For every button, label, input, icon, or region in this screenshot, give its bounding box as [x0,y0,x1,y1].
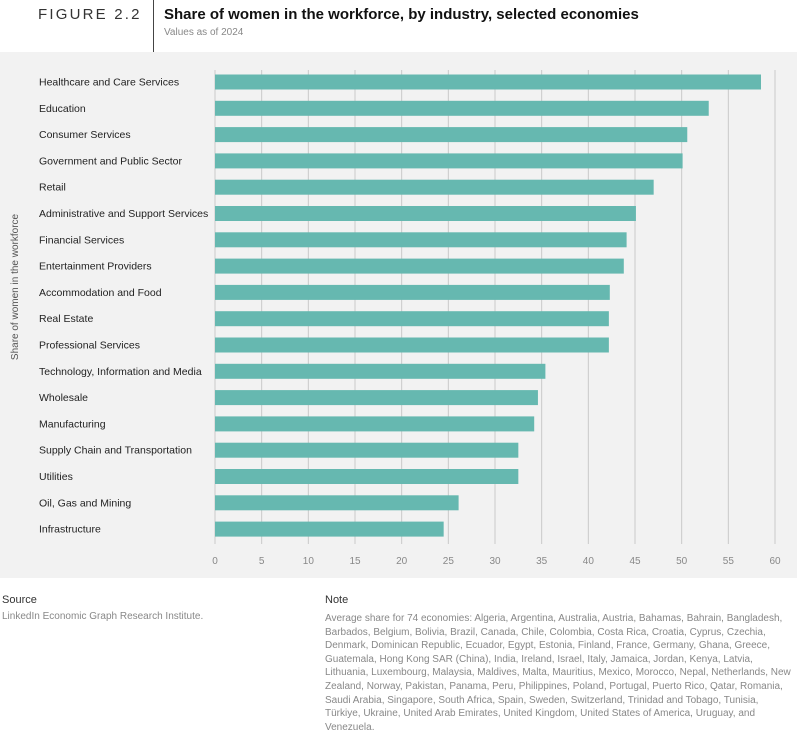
category-label: Wholesale [39,392,88,404]
category-label: Consumer Services [39,129,131,141]
category-label: Professional Services [39,340,140,352]
x-tick-label: 5 [259,556,265,567]
x-tick-label: 25 [443,556,455,567]
figure-header: FIGURE 2.2 Share of women in the workfor… [0,0,797,52]
chart-panel: Healthcare and Care Services Education Con… [0,52,797,578]
bar [215,232,627,248]
bar [215,127,688,143]
note-heading: Note [325,594,349,606]
x-tick-labels: 0 5 10 15 20 25 30 35 40 45 50 55 60 [212,556,781,567]
chart-subtitle: Values as of 2024 [164,27,244,38]
x-tick-label: 0 [212,556,218,567]
bar [215,390,538,406]
category-label: Utilities [39,471,73,483]
bar [215,74,761,90]
category-label: Real Estate [39,313,93,325]
category-label: Education [39,103,86,115]
x-tick-label: 40 [583,556,595,567]
category-label: Technology, Information and Media [39,366,202,378]
x-tick-label: 35 [536,556,548,567]
category-label: Supply Chain and Transportation [39,445,192,457]
category-label: Healthcare and Care Services [39,77,179,89]
header-divider [153,0,154,52]
bar [215,153,683,169]
bar [215,495,459,511]
chart-title: Share of women in the workforce, by indu… [164,6,639,23]
bar [215,442,519,458]
category-label: Government and Public Sector [39,155,182,167]
source-text: LinkedIn Economic Graph Research Institu… [2,611,204,622]
x-tick-label: 60 [769,556,781,567]
bar [215,100,709,116]
category-label: Infrastructure [39,524,101,536]
bar [215,337,609,353]
note-text: Average share for 74 economies: Algeria,… [325,613,791,733]
bar [215,363,546,379]
x-tick-label: 10 [303,556,315,567]
x-tick-label: 15 [349,556,361,567]
bar [215,521,444,537]
bar [215,179,654,195]
category-label: Retail [39,182,66,194]
category-label: Accommodation and Food [39,287,162,299]
y-axis-title: Share of women in the workforce [10,213,21,360]
bar-chart: Healthcare and Care Services Education Con… [10,70,781,567]
bar [215,206,636,221]
bar [215,311,609,327]
grid-lines [214,70,776,544]
bar [215,284,610,300]
bar [215,469,519,484]
bar [215,258,624,274]
category-label: Manufacturing [39,418,106,430]
category-label: Oil, Gas and Mining [39,497,131,509]
x-tick-label: 20 [396,556,408,567]
bar [215,416,535,432]
x-tick-label: 50 [676,556,688,567]
source-heading: Source [2,594,37,606]
category-label: Administrative and Support Services [39,208,208,220]
x-tick-label: 45 [629,556,641,567]
figure-label: FIGURE 2.2 [38,6,142,23]
category-label: Financial Services [39,234,124,246]
category-labels: Healthcare and Care Services Education Con… [39,77,208,536]
x-tick-label: 55 [723,556,735,567]
category-label: Entertainment Providers [39,261,152,273]
x-tick-label: 30 [489,556,501,567]
bars [215,74,761,537]
